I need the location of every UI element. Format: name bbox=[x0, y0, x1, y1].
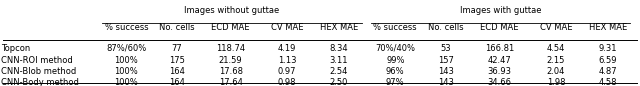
Text: 1.98: 1.98 bbox=[547, 78, 565, 86]
Text: 6.59: 6.59 bbox=[598, 56, 617, 65]
Text: 97%: 97% bbox=[386, 78, 404, 86]
Text: 100%: 100% bbox=[115, 78, 138, 86]
Text: 42.47: 42.47 bbox=[488, 56, 511, 65]
Text: 0.97: 0.97 bbox=[278, 67, 296, 76]
Text: 70%/40%: 70%/40% bbox=[375, 44, 415, 53]
Text: 118.74: 118.74 bbox=[216, 44, 245, 53]
Text: % success: % success bbox=[105, 23, 148, 32]
Text: 3.11: 3.11 bbox=[330, 56, 348, 65]
Text: Images with guttae: Images with guttae bbox=[460, 6, 541, 15]
Text: No. cells: No. cells bbox=[159, 23, 195, 32]
Text: ECD MAE: ECD MAE bbox=[211, 23, 250, 32]
Text: 143: 143 bbox=[438, 78, 454, 86]
Text: 164: 164 bbox=[169, 78, 185, 86]
Text: 100%: 100% bbox=[115, 56, 138, 65]
Text: 99%: 99% bbox=[386, 56, 404, 65]
Text: 4.87: 4.87 bbox=[598, 67, 617, 76]
Text: 9.31: 9.31 bbox=[598, 44, 617, 53]
Text: 17.64: 17.64 bbox=[219, 78, 243, 86]
Text: 96%: 96% bbox=[386, 67, 404, 76]
Text: 21.59: 21.59 bbox=[219, 56, 243, 65]
Text: 2.15: 2.15 bbox=[547, 56, 565, 65]
Text: 34.66: 34.66 bbox=[488, 78, 511, 86]
Text: HEX MAE: HEX MAE bbox=[589, 23, 627, 32]
Text: 36.93: 36.93 bbox=[488, 67, 511, 76]
Text: % success: % success bbox=[374, 23, 417, 32]
Text: 4.54: 4.54 bbox=[547, 44, 565, 53]
Text: 77: 77 bbox=[172, 44, 182, 53]
Text: HEX MAE: HEX MAE bbox=[320, 23, 358, 32]
Text: CV MAE: CV MAE bbox=[540, 23, 572, 32]
Text: Images without guttae: Images without guttae bbox=[184, 6, 280, 15]
Text: 4.58: 4.58 bbox=[598, 78, 617, 86]
Text: CNN-ROI method: CNN-ROI method bbox=[1, 56, 73, 65]
Text: 100%: 100% bbox=[115, 67, 138, 76]
Text: No. cells: No. cells bbox=[428, 23, 463, 32]
Text: 4.19: 4.19 bbox=[278, 44, 296, 53]
Text: 143: 143 bbox=[438, 67, 454, 76]
Text: 8.34: 8.34 bbox=[330, 44, 348, 53]
Text: CNN-Blob method: CNN-Blob method bbox=[1, 67, 77, 76]
Text: 0.98: 0.98 bbox=[278, 78, 296, 86]
Text: CV MAE: CV MAE bbox=[271, 23, 303, 32]
Text: CNN-Body method: CNN-Body method bbox=[1, 78, 79, 86]
Text: 175: 175 bbox=[169, 56, 185, 65]
Text: ECD MAE: ECD MAE bbox=[480, 23, 518, 32]
Text: Topcon: Topcon bbox=[1, 44, 31, 53]
Text: 2.50: 2.50 bbox=[330, 78, 348, 86]
Text: 2.54: 2.54 bbox=[330, 67, 348, 76]
Text: 17.68: 17.68 bbox=[219, 67, 243, 76]
Text: 164: 164 bbox=[169, 67, 185, 76]
Text: 87%/60%: 87%/60% bbox=[106, 44, 147, 53]
Text: 166.81: 166.81 bbox=[484, 44, 514, 53]
Text: 53: 53 bbox=[440, 44, 451, 53]
Text: 1.13: 1.13 bbox=[278, 56, 296, 65]
Text: 157: 157 bbox=[438, 56, 454, 65]
Text: 2.04: 2.04 bbox=[547, 67, 565, 76]
